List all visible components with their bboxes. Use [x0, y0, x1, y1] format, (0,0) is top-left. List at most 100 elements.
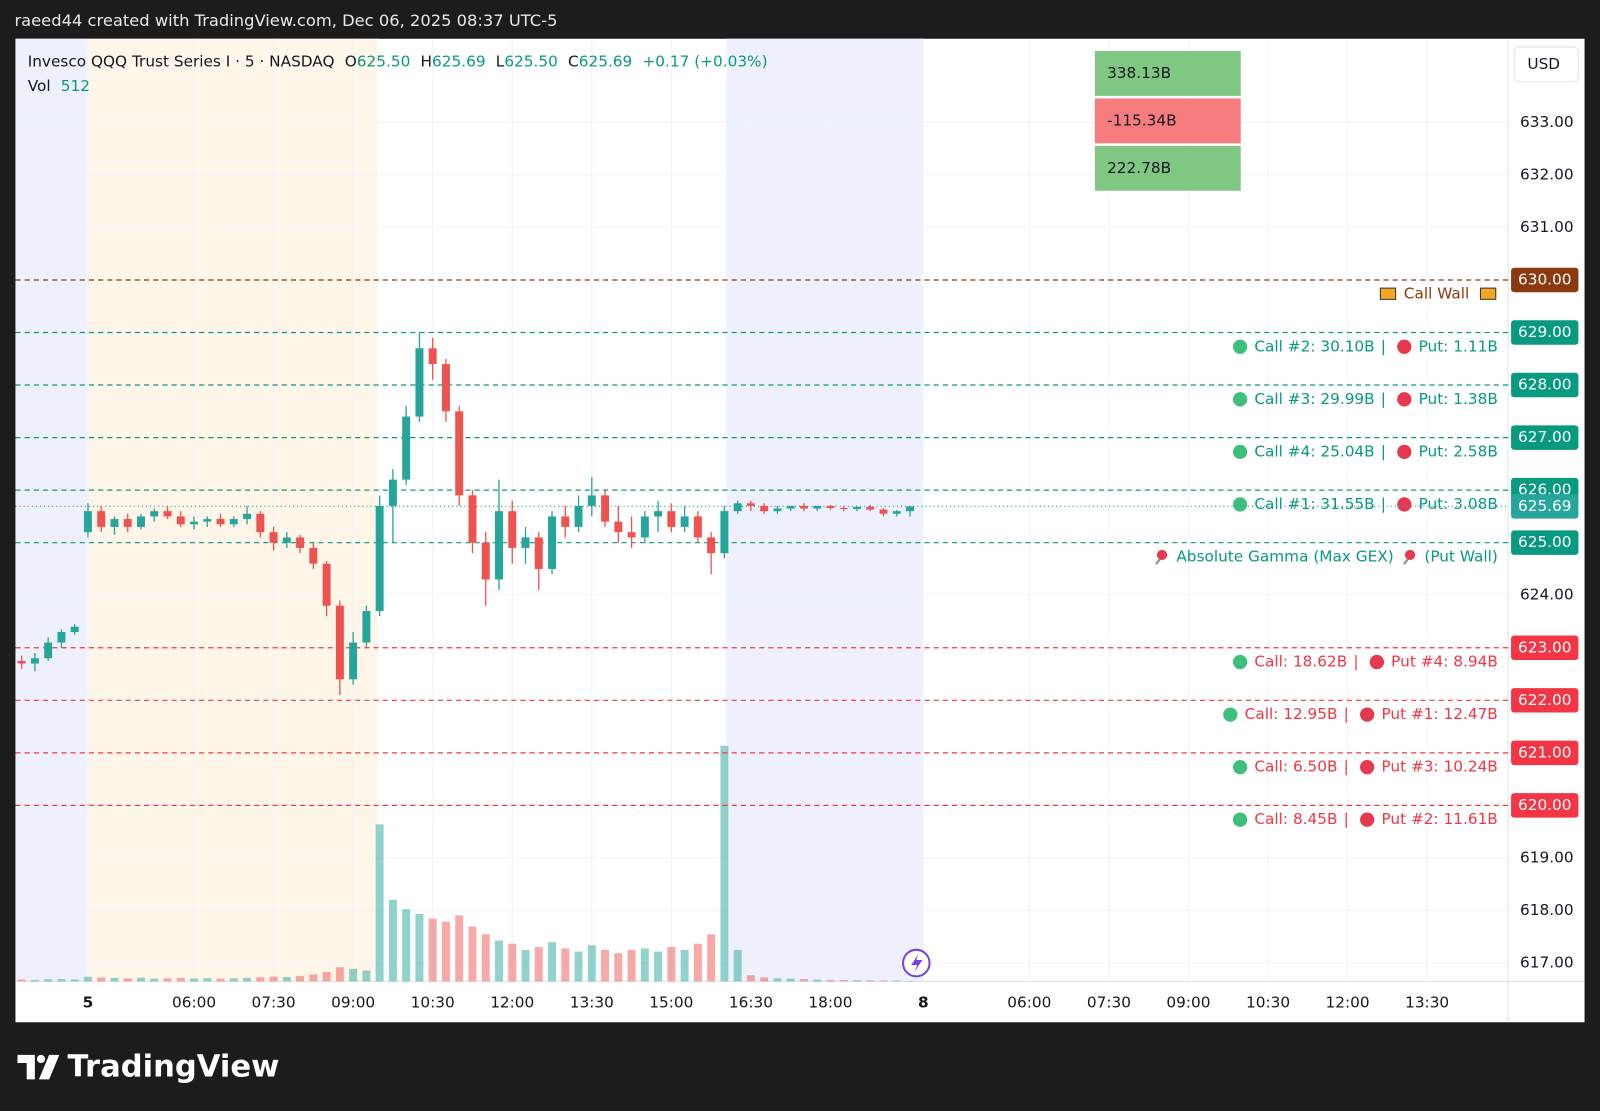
candle-body: [163, 511, 172, 517]
volume-bar: [627, 950, 636, 982]
candle-body: [269, 532, 278, 543]
volume-bar: [150, 978, 159, 982]
volume-bar: [853, 980, 861, 982]
candle-body: [587, 495, 596, 506]
volume-bar: [190, 978, 199, 982]
level-tag-label: 626.00: [1518, 481, 1572, 499]
logo-mark: [38, 1054, 60, 1080]
volume-bar: [733, 950, 742, 982]
volume-bar: [388, 899, 397, 982]
candle-body: [521, 537, 530, 548]
level-tag-label: 629.00: [1518, 323, 1572, 341]
candle-body: [508, 511, 517, 548]
volume-bar: [495, 940, 503, 982]
candle-body: [561, 516, 570, 527]
candle-body: [415, 348, 424, 417]
volume-bar: [44, 979, 53, 982]
level-dot: [1397, 339, 1412, 354]
call-label: Call: 18.62B: [1254, 653, 1347, 671]
candle-body: [746, 503, 755, 506]
put-label: Put #1: 12.47B: [1381, 705, 1497, 723]
x-tick-label: 10:30: [411, 993, 455, 1011]
ohlc-key: C: [568, 53, 579, 71]
candle-body: [495, 511, 503, 580]
candle-body: [654, 511, 663, 517]
volume-bar: [441, 921, 450, 982]
x-tick-label: 09:00: [1166, 993, 1210, 1011]
volume-bar: [375, 824, 384, 982]
candle-body: [322, 563, 331, 606]
level-dot: [1232, 392, 1248, 407]
call-label: Call #3: 29.99B: [1254, 390, 1374, 408]
candle-body: [892, 511, 901, 514]
volume-bar: [229, 978, 238, 982]
level-tag-label: 627.00: [1518, 428, 1572, 446]
volume-bar: [57, 979, 66, 982]
volume-bar: [707, 934, 716, 982]
volume-bar: [70, 979, 79, 982]
level-tag-label: 620.00: [1518, 796, 1572, 814]
afterhours-bg: [726, 38, 924, 982]
volume-bar: [879, 980, 888, 982]
put-label: Put: 1.11B: [1419, 337, 1498, 355]
put-label: Put: 1.38B: [1419, 390, 1498, 408]
volume-bar: [786, 978, 795, 982]
candle-body: [720, 511, 729, 554]
x-tick-label: 06:00: [172, 993, 216, 1011]
volume-bar: [773, 978, 782, 982]
session-bg: [15, 38, 87, 982]
volume-bar: [826, 979, 835, 982]
volume-bar: [402, 909, 411, 982]
gex-value: 338.13B: [1107, 64, 1171, 82]
candle-body: [428, 348, 437, 365]
candle-body: [30, 658, 39, 664]
level-tag: [1511, 530, 1579, 555]
x-tick-label: 16:30: [729, 993, 773, 1011]
x-tick-label: 13:30: [570, 993, 614, 1011]
volume-bar: [137, 977, 145, 982]
premarket-bg: [86, 38, 378, 982]
currency-box[interactable]: [1513, 46, 1579, 83]
volume-bar: [163, 978, 172, 982]
candle-body: [17, 660, 26, 664]
x-tick-label: 5: [83, 993, 94, 1011]
level-dot: [1360, 760, 1375, 775]
level-dot: [1232, 812, 1248, 827]
volume-bar: [548, 942, 557, 982]
put-label: Put #3: 10.24B: [1381, 758, 1497, 776]
level-tag: [1511, 740, 1579, 766]
separator: |: [1381, 495, 1386, 513]
call-label: Call #1: 31.55B: [1254, 495, 1374, 513]
volume-bar: [110, 977, 119, 982]
level-label: Absolute Gamma (Max GEX): [1176, 547, 1393, 565]
candle-body: [627, 532, 636, 538]
level-tag: [1511, 372, 1579, 398]
x-tick-label: 06:00: [1007, 993, 1051, 1011]
volume-bar: [282, 977, 291, 982]
ohlc-key: H: [421, 53, 433, 71]
candle-body: [190, 521, 199, 525]
level-icon: [1156, 549, 1168, 561]
volume-bar: [680, 950, 689, 982]
level-label: Call Wall: [1404, 285, 1469, 303]
separator: |: [1381, 390, 1386, 408]
volume-bar: [349, 968, 358, 982]
volume-bar: [508, 943, 517, 982]
level-tag: [1511, 635, 1579, 661]
put-label: Put #4: 8.94B: [1391, 653, 1498, 671]
level-dot: [1360, 812, 1375, 827]
volume-bar: [667, 946, 676, 982]
level-dot: [1232, 339, 1248, 354]
level-tag: [1511, 793, 1579, 818]
candle-body: [256, 513, 265, 533]
volume-bar: [746, 975, 755, 982]
level-dot: [1223, 707, 1238, 722]
volume-bar: [839, 980, 848, 982]
candle-body: [176, 516, 185, 525]
brand: TradingView: [67, 1050, 279, 1085]
logo-mark: [17, 1054, 35, 1080]
call-label: Call #2: 30.10B: [1254, 337, 1374, 355]
y-tick-label: 619.00: [1520, 848, 1574, 866]
volume-bar: [866, 980, 875, 982]
ohlc-value: 625.69: [432, 53, 486, 71]
